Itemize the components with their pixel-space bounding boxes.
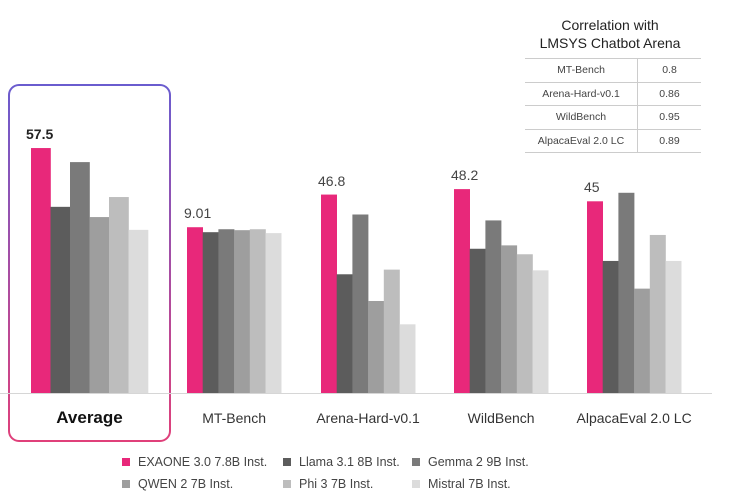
bar (383, 269, 400, 393)
legend-label: Phi 3 7B Inst. (299, 477, 374, 491)
legend-item: QWEN 2 7B Inst. (122, 477, 233, 491)
bar (399, 324, 416, 393)
data-label: 46.8 (318, 172, 346, 189)
legend-item: Mistral 7B Inst. (412, 477, 511, 491)
bar (265, 233, 282, 393)
legend-item: Gemma 2 9B Inst. (412, 455, 529, 469)
correlation-title-line1: Correlation with (561, 17, 659, 33)
bar (352, 214, 369, 393)
bar (602, 260, 619, 393)
legend-label: Llama 3.1 8B Inst. (299, 455, 400, 469)
x-tick-label: MT-Bench (202, 410, 266, 426)
legend-item: Phi 3 7B Inst. (283, 477, 373, 491)
value-cell: 0.86 (637, 82, 701, 106)
bar (202, 232, 219, 393)
correlation-title-line2: LMSYS Chatbot Arena (539, 35, 681, 51)
legend-label: EXAONE 3.0 7.8B Inst. (138, 455, 268, 469)
x-tick-label: Average (56, 408, 123, 427)
table-row: WildBench 0.95 (525, 105, 701, 130)
data-label: 57.5 (26, 126, 54, 143)
legend-item: Llama 3.1 8B Inst. (283, 455, 400, 469)
bar (249, 229, 266, 393)
bar (587, 201, 603, 393)
value-cell: 0.8 (637, 58, 701, 83)
bar (469, 248, 486, 393)
bar (70, 162, 90, 393)
bar (454, 189, 470, 393)
x-tick-label: WildBench (467, 410, 535, 426)
table-row: AlpacaEval 2.0 LC 0.89 (525, 129, 701, 153)
value-cell: 0.95 (637, 105, 701, 130)
bar (649, 234, 666, 393)
bar (634, 288, 651, 393)
value-cell: 0.89 (637, 129, 701, 153)
legend-swatch (412, 480, 420, 488)
bar (31, 148, 51, 393)
data-label: 45 (584, 179, 600, 196)
bar (665, 260, 682, 393)
bar (516, 254, 533, 393)
bar (218, 229, 235, 393)
table-row: Arena-Hard-v0.1 0.86 (525, 82, 701, 106)
bar (234, 230, 251, 393)
bar (618, 192, 635, 393)
bar (485, 220, 502, 393)
bar (89, 217, 110, 393)
bar (501, 245, 518, 393)
data-label: 9.01 (184, 205, 212, 222)
data-label: 48.2 (451, 167, 479, 184)
legend-label: QWEN 2 7B Inst. (138, 477, 234, 491)
table-row: MT-Bench 0.8 (525, 58, 701, 83)
bar (128, 229, 149, 393)
legend-swatch (283, 458, 291, 466)
legend-label: Gemma 2 9B Inst. (428, 455, 529, 469)
legend-item: EXAONE 3.0 7.8B Inst. (122, 455, 267, 469)
legend-swatch (283, 480, 291, 488)
x-tick-label: Arena-Hard-v0.1 (316, 410, 420, 426)
bar (187, 227, 203, 393)
metric-cell: Arena-Hard-v0.1 (525, 82, 638, 106)
metric-cell: AlpacaEval 2.0 LC (525, 129, 638, 153)
correlation-title: Correlation with LMSYS Chatbot Arena (515, 16, 705, 52)
metric-cell: WildBench (525, 105, 638, 130)
legend-swatch (412, 458, 420, 466)
bar (50, 206, 71, 393)
bar (368, 300, 385, 393)
bar (109, 197, 129, 393)
legend-swatch (122, 480, 130, 488)
correlation-table: MT-Bench 0.8 Arena-Hard-v0.1 0.86 WildBenc… (525, 58, 701, 153)
legend-swatch (122, 458, 130, 466)
x-tick-label: AlpacaEval 2.0 LC (576, 410, 692, 426)
legend-label: Mistral 7B Inst. (428, 477, 511, 491)
bar (336, 274, 353, 393)
bar (532, 270, 549, 393)
metric-cell: MT-Bench (525, 58, 638, 83)
bar (321, 194, 337, 393)
